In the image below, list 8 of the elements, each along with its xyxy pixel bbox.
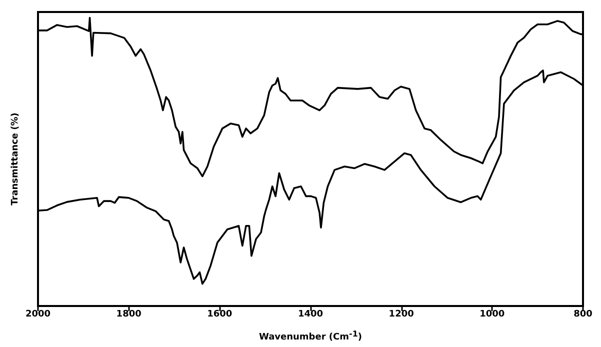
x-tick-label: 1400 (298, 310, 324, 320)
x-tick-label: 2000 (25, 310, 51, 320)
x-tick-label: 1800 (116, 310, 142, 320)
x-tick-label: 1600 (207, 310, 232, 320)
x-tick-label: 1000 (480, 310, 505, 320)
x-tick-label: 1200 (388, 310, 414, 320)
x-tick-label: 800 (574, 310, 592, 320)
y-axis-title: Transmittance (%) (10, 112, 20, 206)
